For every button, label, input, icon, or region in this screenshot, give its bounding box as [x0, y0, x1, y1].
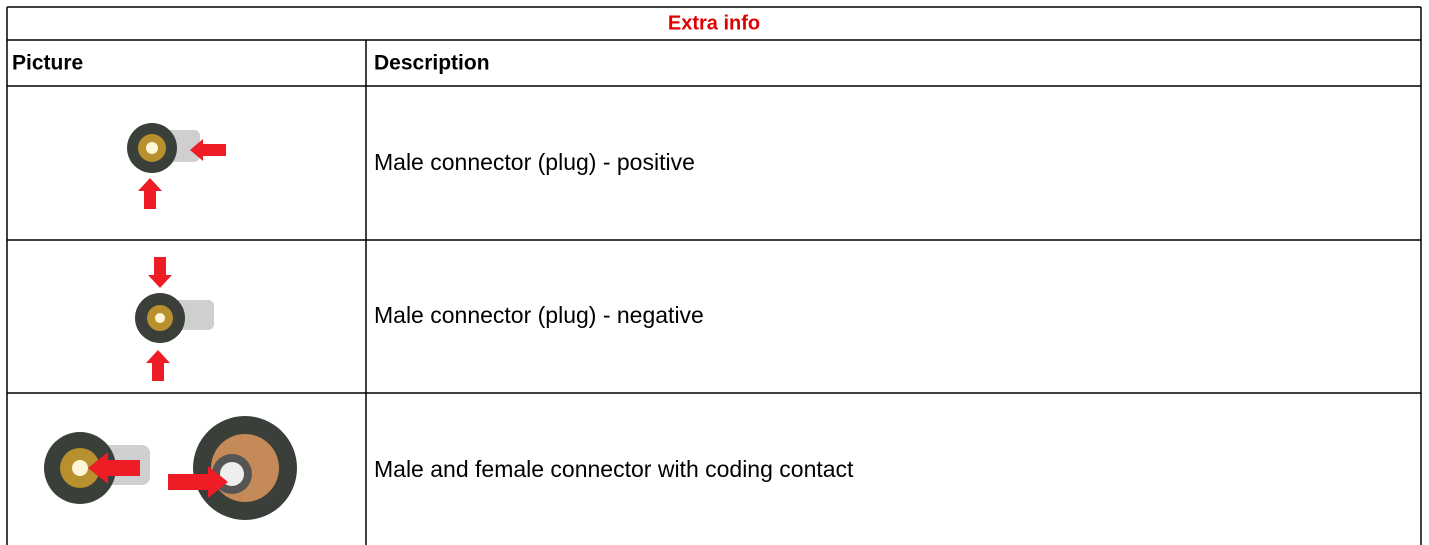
connector-image-pair: [44, 416, 297, 520]
connector-image-positive: [127, 123, 226, 209]
row-description: Male connector (plug) - positive: [374, 149, 695, 175]
header-picture: Picture: [12, 52, 83, 75]
table-grid: [6, 6, 1422, 545]
table-title: Extra info: [668, 12, 760, 34]
row-description: Male connector (plug) - negative: [374, 302, 704, 328]
connector-image-negative: [135, 257, 214, 381]
row-description: Male and female connector with coding co…: [374, 456, 854, 482]
header-description: Description: [374, 52, 490, 75]
